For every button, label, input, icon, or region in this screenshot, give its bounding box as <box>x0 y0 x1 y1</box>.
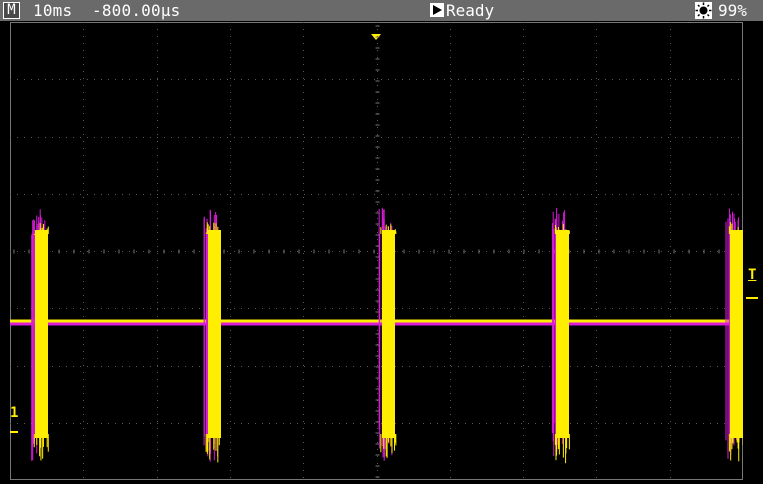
waveform-traces <box>10 207 743 464</box>
waveform-display <box>10 22 743 480</box>
run-icon[interactable] <box>430 3 444 17</box>
burst-body <box>556 230 569 438</box>
trigger-level-marker <box>746 297 758 299</box>
burst-body <box>382 230 395 438</box>
brightness-readout: 99% <box>718 1 747 20</box>
acquisition-status: Ready <box>446 1 495 20</box>
burst <box>203 209 221 463</box>
status-bar: M 10ms -800.00µs Ready 99% <box>0 0 763 21</box>
burst-body <box>730 230 743 438</box>
burst <box>31 209 49 461</box>
timebase-readout[interactable]: 10ms -800.00µs <box>33 1 181 20</box>
trigger-level-label[interactable]: T <box>748 267 757 283</box>
burst <box>725 208 743 462</box>
burst-body <box>35 230 48 438</box>
channel1-label[interactable]: 1 <box>10 405 19 421</box>
brightness-icon[interactable] <box>695 2 712 19</box>
burst <box>551 207 570 464</box>
channel1-ground-marker <box>10 431 18 433</box>
mode-indicator[interactable]: M <box>3 2 20 19</box>
burst-body <box>208 230 221 438</box>
graticule <box>10 22 743 480</box>
burst <box>378 207 397 461</box>
